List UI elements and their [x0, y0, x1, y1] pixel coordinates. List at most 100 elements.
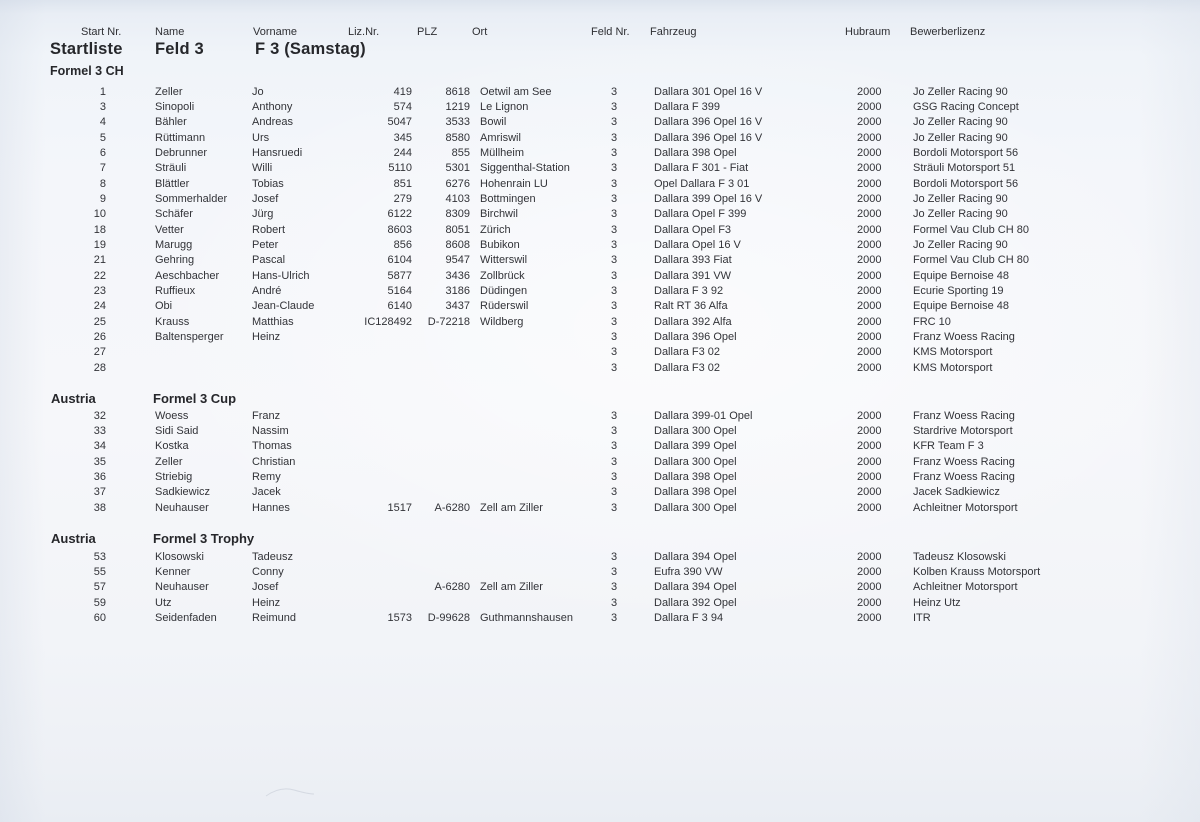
cell-name: Klosowski	[155, 550, 204, 563]
column-header-fahrzeug: Fahrzeug	[650, 26, 697, 38]
cell-hubraum: 2000	[857, 85, 882, 98]
cell-ort: Oetwil am See	[480, 85, 552, 98]
cell-ort: Zell am Ziller	[480, 581, 543, 594]
cell-liz	[346, 361, 412, 376]
cell-ort: Bowil	[480, 116, 507, 129]
cell-plz	[412, 455, 470, 470]
cell-liz: IC128492	[364, 315, 412, 328]
cell-feld: 3	[610, 162, 618, 175]
section-name: Formel 3 Cup	[153, 390, 237, 406]
column-header-feld-nr: Feld Nr.	[591, 26, 630, 38]
cell-feld: 3	[610, 315, 618, 328]
cell-plz	[412, 330, 470, 345]
cell-ort: Witterswil	[480, 254, 528, 267]
cell-hubraum: 2000	[857, 269, 882, 282]
cell-fahrzeug: Dallara 301 Opel 16 V	[654, 85, 763, 98]
cell-bewerber: Heinz Utz	[913, 596, 961, 609]
cell-fahrzeug: Dallara 392 Alfa	[654, 315, 732, 328]
cell-liz	[346, 470, 412, 485]
cell-ort	[480, 596, 590, 611]
cell-hubraum: 2000	[857, 409, 882, 422]
table-row: 22 Aeschbacher Hans-Ulrich 5877 3436 Zollbrüc…	[0, 269, 1200, 284]
cell-fahrzeug: Dallara 393 Fiat	[654, 254, 732, 267]
cell-hubraum: 2000	[857, 254, 882, 267]
cell-vorname: Hans-Ulrich	[252, 269, 310, 282]
cell-ort: Birchwil	[480, 208, 518, 221]
table-row: 10 Schäfer Jürg 6122 8309 Birchwil 3 Dallara Op…	[0, 207, 1200, 222]
table-row: 5 Rüttimann Urs 345 8580 Amriswil 3 Dallara 396…	[0, 131, 1200, 146]
cell-name: Obi	[155, 300, 173, 313]
cell-feld: 3	[610, 409, 618, 422]
column-header-row: Start Nr. Name Vorname Liz.Nr. PLZ Ort F…	[0, 26, 1200, 40]
cell-liz: 419	[393, 85, 412, 98]
table-row: 4 Bähler Andreas 5047 3533 Bowil 3 Dallara 396 …	[0, 115, 1200, 130]
cell-fahrzeug: Dallara 399 Opel	[654, 440, 737, 453]
cell-plz: 8618	[445, 85, 470, 98]
cell-bewerber: Jo Zeller Racing 90	[913, 116, 1008, 129]
cell-liz: 6140	[387, 300, 412, 313]
cell-feld: 3	[610, 424, 618, 437]
table-row: 18 Vetter Robert 8603 8051 Zürich 3 Dallara Ope…	[0, 223, 1200, 238]
cell-feld: 3	[610, 85, 618, 98]
table-row: 53 Klosowski Tadeusz 3 Dallara 394 Opel 2000 T…	[0, 550, 1200, 565]
cell-start: 33	[93, 424, 106, 437]
cell-hubraum: 2000	[857, 146, 882, 159]
cell-liz: 1573	[387, 611, 412, 624]
cell-liz: 851	[393, 177, 412, 190]
cell-vorname: Matthias	[252, 315, 294, 328]
cell-start: 21	[93, 254, 106, 267]
section-name: Formel 3 Trophy	[153, 531, 255, 546]
cell-fahrzeug: Dallara F 3 92	[654, 284, 724, 297]
table-row: 24 Obi Jean-Claude 6140 3437 Rüderswil 3 Ralt R…	[0, 299, 1200, 314]
cell-bewerber: Franz Woess Racing	[913, 331, 1015, 343]
cell-feld: 3	[610, 331, 618, 343]
cell-fahrzeug: Dallara 399-01 Opel	[654, 409, 753, 422]
cell-plz	[412, 345, 470, 360]
cell-feld: 3	[610, 550, 618, 563]
cell-vorname: Tadeusz	[252, 550, 293, 563]
cell-feld: 3	[610, 300, 618, 313]
cell-bewerber: FRC 10	[913, 315, 951, 328]
cell-fahrzeug: Dallara Opel F3	[654, 223, 732, 236]
cell-ort: Wildberg	[480, 315, 524, 328]
cell-vorname: Franz	[252, 409, 281, 422]
cell-ort: Siggenthal-Station	[480, 162, 570, 175]
cell-liz: 6104	[387, 254, 412, 267]
cell-ort: Bubikon	[480, 238, 520, 251]
cell-hubraum: 2000	[857, 501, 882, 514]
table-row: 27 3 Dallara F3 02 2000 KMS Motorsport	[0, 345, 1200, 360]
cell-fahrzeug: Dallara F 399	[654, 100, 721, 113]
cell-bewerber: Jo Zeller Racing 90	[913, 85, 1008, 98]
cell-plz: 9547	[445, 254, 470, 267]
cell-ort	[480, 424, 590, 439]
cell-fahrzeug: Dallara 396 Opel	[654, 331, 737, 343]
cell-hubraum: 2000	[857, 238, 882, 251]
cell-bewerber: GSG Racing Concept	[913, 100, 1019, 113]
cell-start: 59	[93, 596, 106, 609]
cell-hubraum: 2000	[857, 455, 882, 468]
cell-ort: Amriswil	[480, 131, 521, 144]
cell-vorname: Jean-Claude	[252, 300, 315, 313]
cell-name: Aeschbacher	[155, 269, 220, 282]
cell-vorname	[252, 345, 346, 360]
table-formel3cup: 32 Woess Franz 3 Dallara 399-01 Opel 2000 Fran…	[0, 409, 1200, 516]
cell-name: Bähler	[155, 116, 187, 129]
cell-vorname: Reimund	[252, 611, 297, 624]
cell-ort: Hohenrain LU	[480, 177, 548, 190]
cell-bewerber: Stardrive Motorsport	[913, 424, 1013, 437]
cell-vorname: Conny	[252, 565, 284, 578]
cell-feld: 3	[610, 208, 618, 221]
cell-name: Seidenfaden	[155, 611, 217, 624]
cell-bewerber: Franz Woess Racing	[913, 455, 1015, 468]
cell-name: Sidi Said	[155, 424, 199, 437]
cell-liz	[346, 439, 412, 454]
page-title: Startliste Feld 3 F 3 (Samstag)	[0, 40, 1200, 62]
column-header-hubraum: Hubraum	[845, 26, 891, 38]
cell-name: Krauss	[155, 315, 190, 328]
column-header-name: Name	[155, 26, 185, 38]
table-row: 26 Baltensperger Heinz 3 Dallara 396 Opel 200…	[0, 330, 1200, 345]
cell-liz: 244	[393, 146, 412, 159]
cell-plz: 3533	[445, 116, 470, 129]
cell-plz: A-6280	[434, 501, 470, 514]
cell-name: Vetter	[155, 223, 184, 236]
